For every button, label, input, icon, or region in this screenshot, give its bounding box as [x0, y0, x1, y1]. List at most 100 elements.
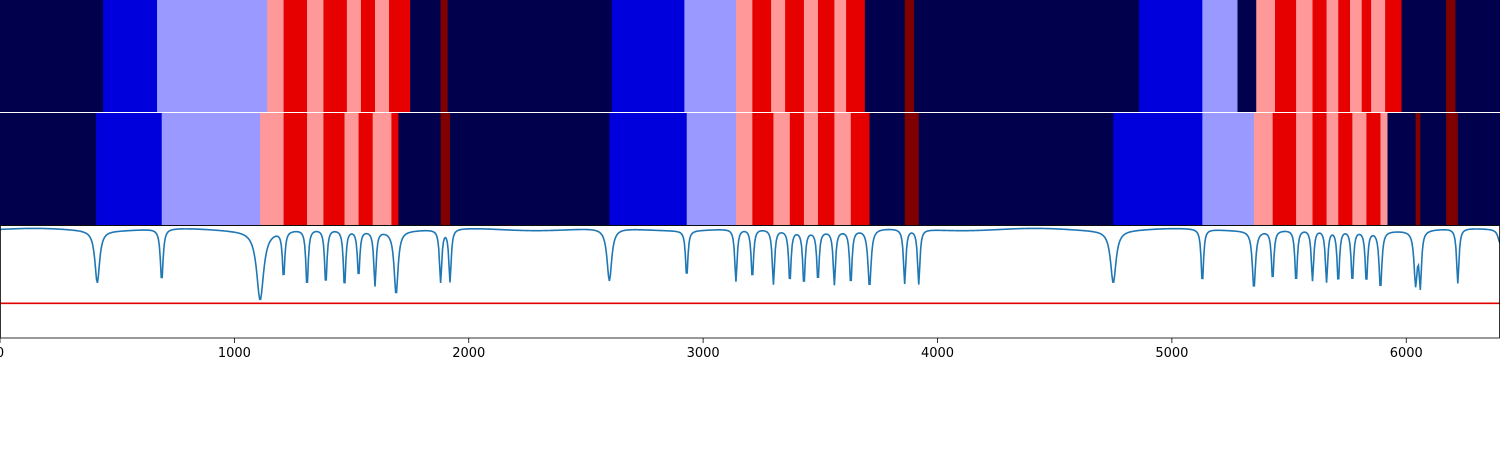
segment-0-9: [375, 0, 390, 112]
segment-1-13: [450, 113, 610, 225]
segment-1-42: [1457, 113, 1500, 225]
segment-1-30: [1272, 113, 1297, 225]
segment-1-16: [735, 113, 753, 225]
x-tick-label-2000: 2000: [452, 346, 485, 361]
segment-0-19: [785, 0, 805, 112]
segment-0-14: [611, 0, 685, 112]
segment-0-12: [440, 0, 449, 112]
segment-1-36: [1366, 113, 1381, 225]
segment-1-6: [323, 113, 345, 225]
segment-1-7: [344, 113, 359, 225]
segment-0-30: [1256, 0, 1276, 112]
segment-1-17: [752, 113, 774, 225]
segment-1-1: [96, 113, 163, 225]
x-tick-label-6000: 6000: [1390, 346, 1423, 361]
segment-0-35: [1338, 0, 1351, 112]
segment-1-23: [850, 113, 870, 225]
segment-1-8: [358, 113, 374, 225]
segment-0-31: [1275, 0, 1297, 112]
segment-0-21: [817, 0, 835, 112]
segment-1-38: [1387, 113, 1417, 225]
segment-track-middle: [0, 113, 1500, 225]
segment-1-11: [398, 113, 442, 225]
segment-1-32: [1312, 113, 1327, 225]
segment-1-19: [789, 113, 805, 225]
segment-0-17: [752, 0, 772, 112]
line-panel: [0, 226, 1500, 338]
segment-1-2: [161, 113, 261, 225]
segment-0-41: [1446, 0, 1456, 112]
segment-0-0: [0, 0, 104, 112]
segment-1-3: [260, 113, 284, 225]
segment-0-3: [267, 0, 284, 112]
segment-1-10: [391, 113, 399, 225]
segment-1-34: [1338, 113, 1353, 225]
segment-1-35: [1352, 113, 1367, 225]
segment-0-32: [1296, 0, 1313, 112]
x-tick-label-1000: 1000: [218, 346, 251, 361]
segment-1-18: [773, 113, 791, 225]
segment-0-23: [846, 0, 866, 112]
segment-0-1: [103, 0, 158, 112]
segment-0-37: [1361, 0, 1372, 112]
segment-0-25: [904, 0, 915, 112]
segment-1-24: [869, 113, 906, 225]
segment-1-41: [1446, 113, 1459, 225]
segment-0-5: [307, 0, 324, 112]
segment-0-10: [389, 0, 411, 112]
segment-0-26: [914, 0, 1140, 112]
segment-0-28: [1202, 0, 1238, 112]
segment-1-21: [817, 113, 835, 225]
segment-0-11: [410, 0, 442, 112]
segment-0-2: [157, 0, 268, 112]
segment-0-4: [283, 0, 308, 112]
segment-0-8: [360, 0, 376, 112]
panel-borders: [0, 112, 1500, 339]
segment-0-20: [803, 0, 819, 112]
segment-0-24: [864, 0, 906, 112]
segment-0-7: [346, 0, 362, 112]
segment-0-38: [1371, 0, 1386, 112]
segment-0-15: [684, 0, 737, 112]
segment-1-28: [1202, 113, 1255, 225]
segment-1-25: [904, 113, 920, 225]
x-tick-label-5000: 5000: [1155, 346, 1188, 361]
segment-0-42: [1455, 0, 1500, 112]
segment-0-36: [1350, 0, 1363, 112]
segment-1-9: [372, 113, 392, 225]
segment-track-top: [0, 0, 1500, 112]
segment-1-29: [1253, 113, 1274, 225]
segment-0-33: [1312, 0, 1327, 112]
segment-1-33: [1326, 113, 1339, 225]
segment-1-5: [307, 113, 324, 225]
segment-1-40: [1420, 113, 1447, 225]
segment-0-29: [1237, 0, 1257, 112]
segment-0-34: [1326, 0, 1339, 112]
segment-1-27: [1113, 113, 1203, 225]
signal-line: [0, 227, 1500, 301]
segment-0-40: [1401, 0, 1447, 112]
segment-0-39: [1385, 0, 1402, 112]
x-axis: 0 1000 2000 3000 4000 5000 6000: [0, 338, 1423, 361]
segment-0-27: [1139, 0, 1203, 112]
segment-1-31: [1296, 113, 1313, 225]
segment-0-6: [323, 0, 348, 112]
x-tick-label-4000: 4000: [921, 346, 954, 361]
segment-0-18: [771, 0, 786, 112]
segment-1-26: [918, 113, 1114, 225]
segment-1-12: [440, 113, 451, 225]
segment-1-14: [609, 113, 688, 225]
segment-1-4: [283, 113, 308, 225]
segment-1-20: [803, 113, 819, 225]
segment-1-22: [834, 113, 852, 225]
segment-0-13: [447, 0, 613, 112]
segment-1-37: [1380, 113, 1388, 225]
segment-0-16: [735, 0, 753, 112]
x-tick-label-3000: 3000: [687, 346, 720, 361]
segment-1-0: [0, 113, 97, 225]
segment-1-15: [686, 113, 737, 225]
segment-0-22: [834, 0, 847, 112]
x-tick-label-0: 0: [0, 346, 4, 361]
segment-1-39: [1415, 113, 1421, 225]
